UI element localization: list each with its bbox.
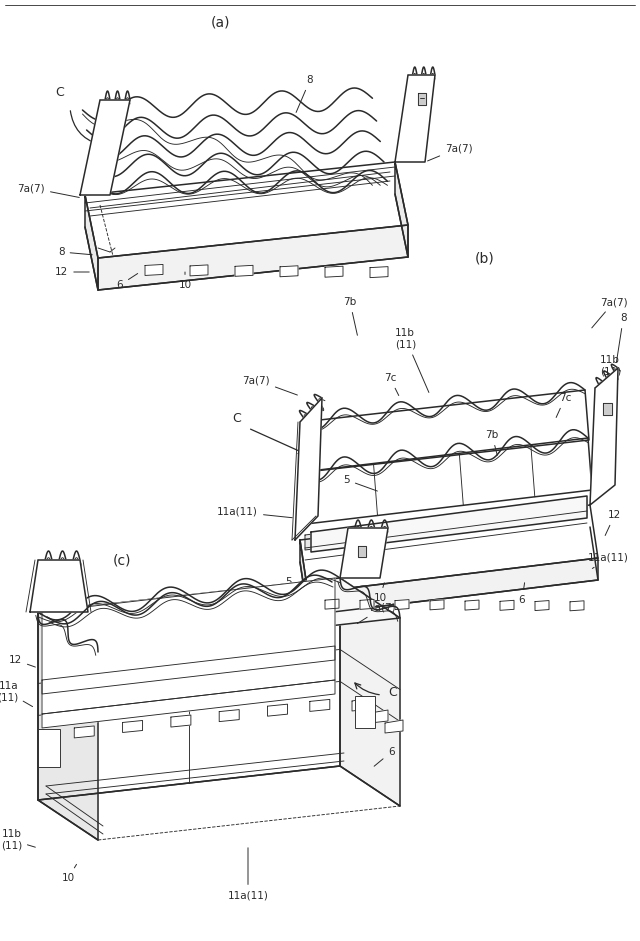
Polygon shape	[300, 505, 598, 593]
Text: C: C	[388, 685, 397, 698]
Polygon shape	[74, 726, 94, 738]
Polygon shape	[30, 560, 88, 612]
Text: 11b
(11): 11b (11)	[395, 328, 429, 392]
Text: 6: 6	[518, 582, 525, 605]
Text: 7b: 7b	[485, 430, 499, 455]
Text: (a): (a)	[211, 15, 230, 29]
Polygon shape	[38, 578, 340, 800]
Text: 11b
(11): 11b (11)	[1, 829, 35, 851]
Polygon shape	[171, 715, 191, 727]
Polygon shape	[42, 680, 335, 728]
Polygon shape	[603, 403, 612, 415]
Text: 7a(7): 7a(7)	[17, 183, 79, 198]
Polygon shape	[465, 600, 479, 610]
Text: 11a(11): 11a(11)	[588, 553, 629, 568]
Polygon shape	[325, 599, 339, 609]
Text: 8: 8	[616, 313, 627, 362]
Polygon shape	[302, 390, 589, 472]
Text: 8: 8	[296, 75, 314, 112]
Polygon shape	[235, 265, 253, 277]
Text: 7a(7): 7a(7)	[243, 375, 298, 395]
Polygon shape	[325, 266, 343, 278]
Text: 7a(7): 7a(7)	[592, 297, 628, 327]
Polygon shape	[352, 698, 370, 711]
Text: 5: 5	[344, 475, 378, 491]
Polygon shape	[85, 162, 408, 258]
Polygon shape	[219, 710, 239, 722]
Text: C: C	[55, 86, 64, 99]
Text: 10: 10	[179, 272, 191, 290]
Polygon shape	[395, 599, 409, 610]
Polygon shape	[395, 75, 435, 162]
Polygon shape	[310, 699, 330, 711]
Text: 11a(11): 11a(11)	[228, 848, 268, 900]
Text: 12: 12	[9, 655, 35, 667]
Bar	[38, 729, 60, 767]
Polygon shape	[311, 496, 587, 552]
Polygon shape	[268, 704, 287, 716]
Polygon shape	[385, 720, 403, 733]
Polygon shape	[80, 100, 130, 195]
Polygon shape	[370, 710, 388, 723]
Text: 7a(7): 7a(7)	[428, 143, 472, 161]
Polygon shape	[500, 600, 514, 611]
Polygon shape	[360, 599, 374, 610]
Polygon shape	[308, 558, 598, 615]
Polygon shape	[42, 646, 335, 694]
Polygon shape	[418, 93, 426, 105]
Text: (c): (c)	[113, 553, 131, 567]
Text: 7c: 7c	[384, 373, 399, 395]
Text: 7a(7): 7a(7)	[357, 603, 396, 624]
Polygon shape	[42, 578, 335, 714]
Polygon shape	[340, 528, 388, 578]
Polygon shape	[535, 600, 549, 611]
Text: 12: 12	[55, 267, 89, 277]
Polygon shape	[590, 368, 618, 505]
Polygon shape	[38, 578, 400, 652]
Polygon shape	[85, 195, 98, 290]
Polygon shape	[38, 612, 98, 840]
Polygon shape	[370, 266, 388, 278]
Polygon shape	[300, 540, 308, 615]
Text: 5: 5	[285, 577, 291, 598]
Polygon shape	[295, 398, 322, 540]
Text: 11a
(11): 11a (11)	[0, 681, 33, 707]
Bar	[355, 696, 375, 728]
Polygon shape	[340, 578, 400, 806]
Text: 10: 10	[373, 582, 387, 603]
Text: C: C	[232, 411, 241, 424]
Polygon shape	[98, 225, 408, 290]
Text: 12: 12	[605, 510, 621, 535]
Text: 6: 6	[374, 747, 395, 766]
Text: 11b
(11): 11b (11)	[599, 355, 621, 388]
Text: 8: 8	[58, 247, 92, 257]
Polygon shape	[123, 721, 143, 732]
Text: (b): (b)	[475, 251, 495, 265]
Polygon shape	[305, 500, 587, 550]
Text: 10: 10	[61, 865, 77, 883]
Text: 6: 6	[116, 274, 138, 290]
Text: 7b: 7b	[344, 297, 357, 335]
Polygon shape	[302, 438, 592, 524]
Polygon shape	[145, 264, 163, 276]
Text: 11a(11): 11a(11)	[217, 507, 292, 518]
Polygon shape	[358, 546, 366, 557]
Text: 7a(7): 7a(7)	[55, 560, 83, 580]
Polygon shape	[280, 265, 298, 277]
Polygon shape	[395, 162, 408, 257]
Text: 7c: 7c	[556, 393, 571, 418]
Polygon shape	[190, 264, 208, 276]
Polygon shape	[570, 600, 584, 611]
Polygon shape	[430, 599, 444, 610]
